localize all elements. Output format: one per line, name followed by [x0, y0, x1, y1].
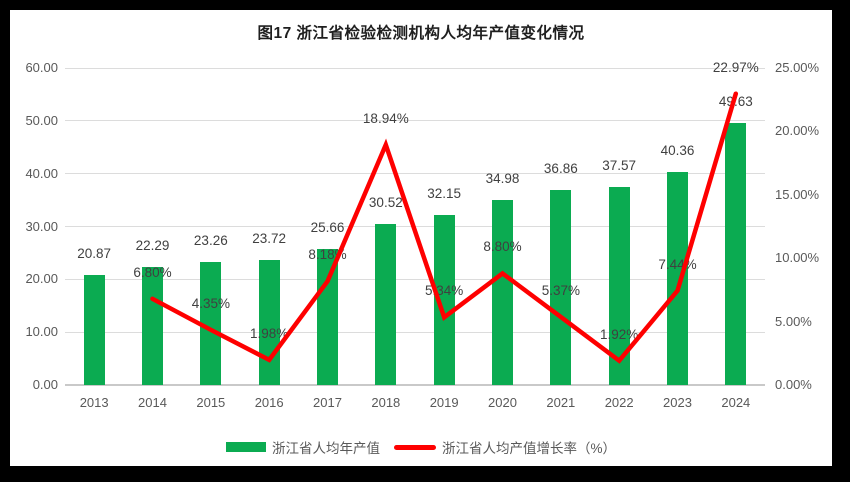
gridline [65, 173, 765, 175]
chart-title: 图17 浙江省检验检测机构人均年产值变化情况 [257, 25, 585, 42]
chart-canvas: 图17 浙江省检验检测机构人均年产值变化情况 60.00 50.00 40.00 30… [10, 10, 832, 466]
x-axis-label-2015: 2015 [196, 395, 226, 410]
bar-label-2024: 49.63 [718, 93, 753, 109]
bar-2015 [200, 262, 222, 385]
y-axis-left-tick-label: 30.00 [25, 218, 58, 234]
bar-2022 [608, 186, 630, 385]
bar-2024 [725, 122, 747, 385]
line-label-2018: 18.94% [362, 110, 409, 126]
y-axis-left-tick-label: 0.00 [32, 377, 58, 392]
x-axis-label-2023: 2023 [663, 395, 692, 410]
bar-2013 [83, 274, 105, 385]
y-axis-left-tick-label: 20.00 [25, 271, 58, 287]
line-label-2017: 8.18% [308, 247, 347, 263]
line-label-2022: 1.92% [600, 326, 639, 342]
y-axis-left-tick-label: 50.00 [25, 112, 58, 128]
bar-label-2018: 30.52 [368, 194, 403, 210]
y-axis-right-tick-label: 0.00% [775, 377, 812, 392]
line-label-2014: 6.80% [133, 264, 172, 280]
bar-label-2017: 25.66 [310, 220, 345, 236]
gridline [65, 331, 765, 333]
bar-label-2013: 20.87 [77, 245, 112, 261]
y-axis-right-tick-label: 5.00% [775, 313, 812, 329]
line-label-2024: 22.97% [712, 59, 759, 75]
bar-label-2016: 23.72 [252, 230, 287, 246]
bar-label-2023: 40.36 [660, 142, 695, 158]
bar-2017 [317, 249, 338, 385]
line-label-2016: 1.98% [250, 325, 289, 341]
x-axis-label-2019: 2019 [429, 395, 459, 410]
bar-2014 [142, 267, 163, 385]
bar-2023 [667, 171, 688, 385]
line-label-2021: 5.37% [541, 282, 580, 298]
y-axis-right-tick-label: 15.00% [775, 186, 820, 202]
x-axis-label-2013: 2013 [79, 395, 109, 410]
legend: 浙江省人均年产值 浙江省人均产值增长率（%） [10, 437, 832, 457]
y-axis-right-tick-label: 25.00% [775, 60, 820, 75]
line-label-2019: 5.34% [425, 283, 464, 299]
x-axis-label-2022: 2022 [604, 395, 634, 410]
gridline [65, 384, 765, 386]
bar-2020 [492, 200, 513, 385]
y-axis-left-tick-label: 10.00 [25, 324, 58, 340]
y-axis-left-tick-label: 40.00 [25, 165, 58, 181]
x-axis-label-2014: 2014 [138, 395, 167, 410]
y-axis-right-tick-label: 10.00% [775, 250, 820, 266]
line-label-2015: 4.35% [191, 295, 230, 311]
bar-label-2019: 32.15 [427, 186, 462, 202]
legend-line-label: 浙江省人均产值增长率（%） [441, 441, 616, 456]
bar-label-2014: 22.29 [135, 238, 170, 254]
x-axis-label-2020: 2020 [488, 395, 517, 410]
bar-label-2020: 34.98 [485, 171, 520, 187]
x-axis-label-2016: 2016 [254, 395, 284, 410]
bar-2019 [433, 215, 455, 385]
line-label-2020: 8.80% [483, 239, 522, 255]
bar-2016 [258, 259, 280, 385]
legend-bar-swatch [225, 442, 266, 452]
gridline [65, 67, 765, 69]
x-axis-label-2017: 2017 [313, 395, 342, 410]
x-axis-label-2021: 2021 [546, 395, 576, 410]
x-axis-label-2018: 2018 [371, 395, 401, 410]
bar-label-2021: 36.86 [543, 161, 578, 177]
legend-bar-label: 浙江省人均年产值 [271, 441, 380, 456]
x-axis-label-2024: 2024 [721, 395, 751, 410]
y-axis-right-tick-label: 20.00% [775, 123, 820, 139]
bar-2018 [375, 223, 397, 385]
gridline [65, 226, 765, 227]
bar-label-2022: 37.57 [602, 157, 637, 173]
legend-line-swatch [393, 444, 436, 450]
bar-label-2015: 23.26 [193, 233, 228, 249]
line-label-2023: 7.44% [658, 256, 697, 272]
y-axis-left-tick-label: 60.00 [25, 60, 58, 75]
